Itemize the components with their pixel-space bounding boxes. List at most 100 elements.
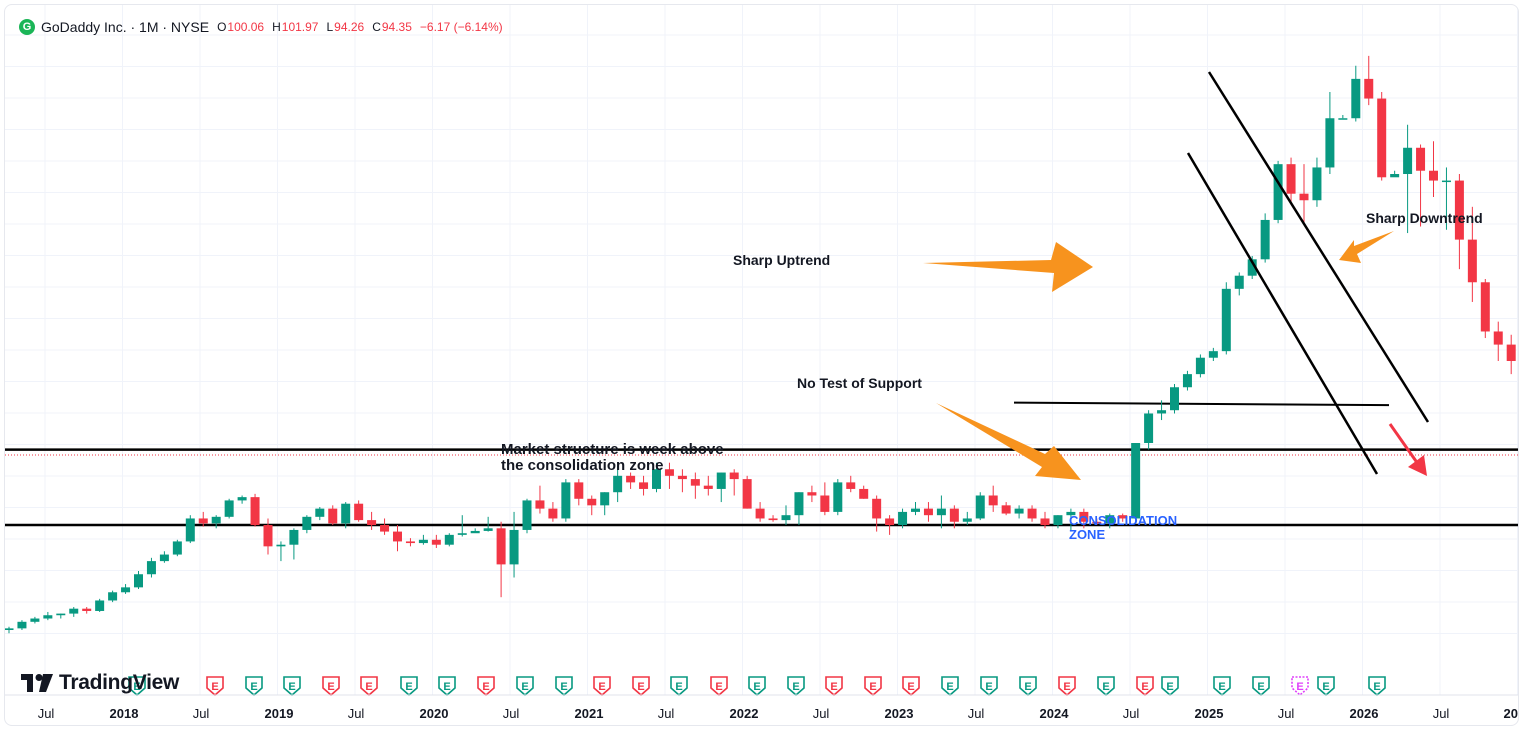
x-tick-label: Jul [503,706,520,721]
candle-body [1079,511,1089,522]
earnings-marker-shape [864,676,882,697]
candle-body [56,613,66,616]
earnings-marker-icon: E [1291,676,1309,697]
tradingview-logo-text: TradingView [59,671,180,694]
earnings-marker-icon: E [400,676,418,697]
candles [5,55,1516,634]
earnings-marker-icon: E [710,676,728,697]
earnings-marker-icon: E [748,676,766,697]
candle-body [846,482,856,489]
candle [1040,511,1050,529]
x-tick-label: 2024 [1040,706,1070,721]
price-chart[interactable]: E E E E E E E E E E E E E E E E E E E E E E E E E E E E E E E E Jul 2018… [5,5,1519,726]
candle-body [703,485,713,489]
earnings-marker-icon: E [438,676,456,697]
candle-body [263,525,273,547]
downtrend-channel-upper [1207,71,1430,423]
earnings-marker-shape [516,676,534,697]
candle-body [1286,164,1296,194]
candle [962,511,972,526]
candle-body [1441,180,1451,183]
candle [820,482,830,516]
candle [794,492,804,526]
candle-body [354,503,364,521]
x-tick-label: 2020 [420,706,449,721]
candle-body [211,516,221,524]
candle [185,515,195,544]
candle [496,521,506,598]
candle-body [30,618,40,622]
candle [1131,443,1141,522]
candle [587,495,597,516]
earnings-marker-label: E [715,681,722,693]
x-tick-label: Jul [1123,706,1140,721]
candle-body [690,479,700,486]
annotation-zone-line2: ZONE [1069,527,1106,542]
x-tick-label: 2022 [730,706,759,721]
candle [923,502,933,522]
earnings-marker-shape [710,676,728,697]
x-tick-label: Jul [813,706,830,721]
candle [690,472,700,499]
candle-body [237,497,247,501]
candle [69,607,79,617]
annotation-market-structure-line2: the consolidation zone [501,457,664,474]
low-label: L [326,20,334,34]
earnings-marker-icon: E [1097,676,1115,697]
earnings-marker-label: E [443,681,450,693]
candle-body [1001,505,1011,514]
symbol-title[interactable]: GoDaddy Inc. · 1M · NYSE [41,19,210,35]
candle-body [794,492,804,516]
candle [807,485,817,503]
candle-body [1403,147,1413,175]
tradingview-logo[interactable]: TradingView [21,671,179,695]
earnings-marker-shape [1213,676,1231,697]
candle [1170,383,1179,414]
earnings-marker-icon: E [360,676,378,697]
candle [548,502,558,522]
candle [911,502,920,516]
candle-body [1506,344,1516,361]
candle [509,511,519,578]
candle [1493,321,1503,361]
candle-body [1027,508,1037,519]
candle-body [1429,170,1438,181]
chart-panel[interactable]: E E E E E E E E E E E E E E E E E E E E E E E E E E E E E E E E Jul 2018… [4,4,1519,726]
candle [1208,347,1218,361]
candle-body [1299,193,1309,201]
candle [988,485,998,512]
candle-body [1040,518,1050,526]
earnings-marker-icon: E [1019,676,1037,697]
earnings-marker-icon: E [283,676,301,697]
downtrend-channel-lower [1186,152,1379,475]
x-tick-label: Jul [1433,706,1450,721]
candle-body [781,515,791,521]
earnings-marker-label: E [288,681,295,693]
candle [1027,505,1037,522]
candle-body [716,472,726,489]
candle [561,479,571,522]
earnings-marker-shape [128,676,146,697]
candle [302,515,312,534]
candle [444,533,454,547]
candle [1467,206,1477,302]
earnings-marker-label: E [1166,681,1173,693]
candle-body [82,608,92,611]
earnings-marker-icon: E [477,676,495,697]
earnings-marker-shape [787,676,805,697]
candle-body [43,615,53,619]
earnings-marker-shape [1058,676,1076,697]
annotation-uptrend: Sharp Uptrend [733,252,831,268]
candle-body [1118,515,1128,519]
candle [677,469,687,493]
candle [833,479,843,516]
earnings-marker-label: E [830,681,837,693]
candle [354,500,364,522]
earnings-marker-shape [670,676,688,697]
candle-body [380,525,390,532]
candle-body [1351,78,1361,119]
candle-body [1377,98,1387,178]
x-tick-label: Jul [38,706,55,721]
earnings-marker-label: E [250,681,257,693]
earnings-marker-icon: E [1213,676,1231,697]
